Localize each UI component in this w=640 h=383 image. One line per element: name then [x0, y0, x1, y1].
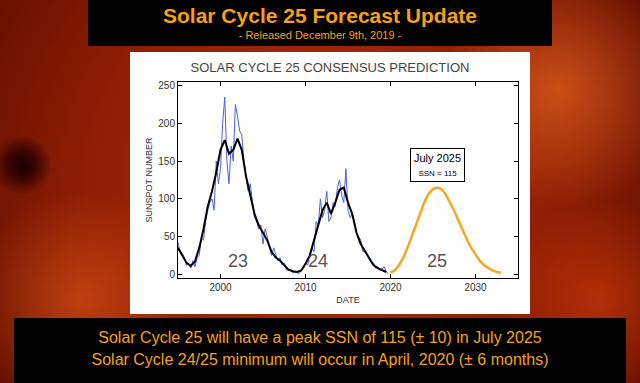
svg-text:2000: 2000	[209, 282, 232, 293]
html-text:Solar Cycle 25 will have a pea: Solar Cycle 25 will have a peak SSN of 1…	[98, 329, 542, 346]
svg-text:150: 150	[158, 156, 175, 167]
svg-text:25: 25	[427, 251, 447, 271]
svg-text:23: 23	[228, 251, 248, 271]
svg-text:2010: 2010	[294, 282, 317, 293]
svg-text:50: 50	[164, 231, 176, 242]
html-text:Solar Cycle 25 Forecast Update: Solar Cycle 25 Forecast Update	[163, 4, 477, 27]
svg-text:2030: 2030	[464, 282, 487, 293]
svg-text:SOLAR CYCLE 25 CONSENSUS PREDI: SOLAR CYCLE 25 CONSENSUS PREDICTION	[191, 60, 470, 75]
svg-text:24: 24	[308, 251, 328, 271]
svg-text:0: 0	[169, 269, 175, 280]
svg-text:2020: 2020	[379, 282, 402, 293]
svg-text:100: 100	[158, 193, 175, 204]
svg-text:200: 200	[158, 118, 175, 129]
svg-text:July 2025SSN = 115: July 2025SSN = 115	[414, 152, 461, 178]
svg-text:SUNSPOT NUMBER: SUNSPOT NUMBER	[144, 137, 154, 222]
html-text:- Released December 9th, 2019: - Released December 9th, 2019 -	[238, 29, 402, 41]
html-text:Solar Cycle 24/25 minimum will: Solar Cycle 24/25 minimum will occur in …	[91, 351, 549, 368]
svg-text:250: 250	[158, 80, 175, 91]
svg-text:DATE: DATE	[336, 295, 359, 305]
